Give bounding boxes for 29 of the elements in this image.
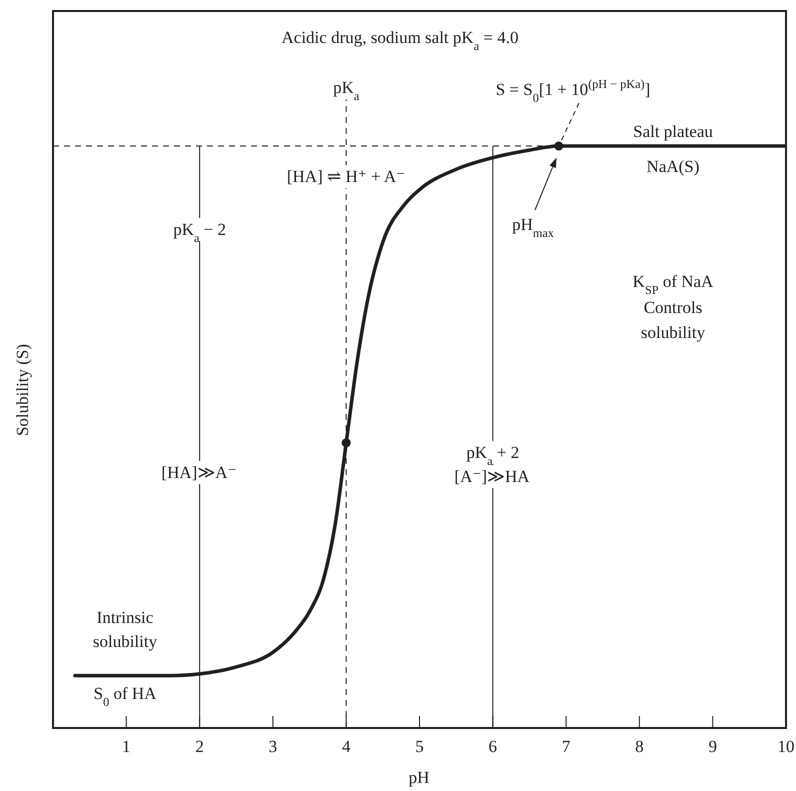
y-axis-title: Solubility (S) [13,344,32,436]
annotation: solubility [640,323,706,342]
x-tick-label: 10 [778,737,794,756]
annotation: K$_{SP}$ of NaA [632,272,714,297]
ref-line-label: pK$_{a}$ − 2 [173,220,226,245]
annotation: Intrinsic [96,608,154,627]
chart-title: Acidic drug, sodium salt pK$_{a}$ = 4.0 [282,28,518,53]
x-tick-label: 2 [195,737,204,756]
annotation: S = S$_{0}$[1 + 10$^{(pH − pKa)}$] [496,77,650,105]
ref-line-label: pK$_{a}$ + 2 [466,443,520,468]
annotation: [A⁻]≫HA [454,467,530,486]
annotation: pH$_{max}$ [512,215,554,240]
annotation: NaA(S) [646,157,700,176]
x-axis-title: pH [408,768,430,787]
annotation: S$_{0}$ of HA [94,684,158,709]
x-tick-label: 4 [342,737,351,756]
ref-line-label: pK$_{a}$ [333,78,360,103]
x-tick-label: 8 [635,737,644,756]
x-tick-label: 6 [488,737,498,756]
x-tick-label: 7 [562,737,571,756]
x-tick-label: 9 [708,737,717,756]
annotation: [HA]≫A⁻ [161,463,237,482]
annotation: solubility [92,632,158,651]
x-tick-label: 5 [415,737,424,756]
annotation: [HA] ⇌ H⁺ + A⁻ [286,167,406,186]
annotation: Controls [644,298,702,317]
x-tick-label: 3 [268,737,278,756]
text: Salt plateau [633,122,714,141]
x-tick-label: 1 [122,737,131,756]
